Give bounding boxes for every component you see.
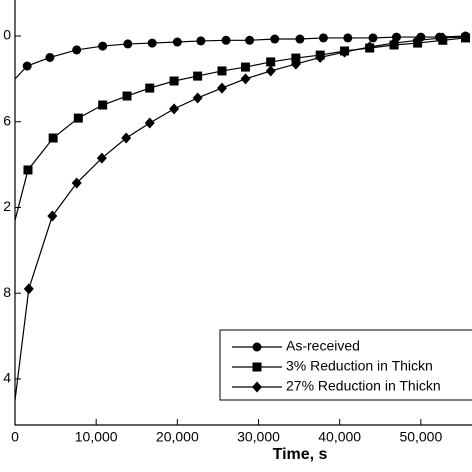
marker [98,41,108,51]
marker [245,35,255,45]
marker [252,362,262,372]
marker [240,73,251,85]
marker [144,117,155,129]
marker [98,100,108,110]
marker [437,32,448,44]
marker [364,41,375,53]
marker [318,33,328,43]
x-tick-label: 20,000 [156,429,199,445]
marker [216,82,227,94]
y-tick-label: 2 [3,198,11,214]
x-tick-label: 0 [11,429,19,445]
marker [71,177,82,189]
marker [172,37,182,47]
series-line [14,37,466,221]
marker [368,33,378,43]
marker [412,34,423,46]
marker [343,33,353,43]
marker [48,133,58,143]
x-axis-label: Time, s [273,446,328,463]
legend-label: 27% Reduction in Thickn [286,378,441,394]
marker [45,52,55,62]
marker [72,45,82,55]
marker [73,113,83,123]
marker [23,283,34,295]
marker [123,39,133,49]
legend-box [219,329,472,401]
marker [241,62,251,72]
marker [47,210,58,222]
y-tick-label: 8 [3,284,11,300]
marker [96,152,107,164]
marker [122,91,132,101]
y-tick-label: 6 [3,112,11,128]
marker [460,31,471,43]
legend-label: 3% Reduction in Thickn [286,358,433,374]
marker [295,34,305,44]
x-tick-label: 30,000 [237,429,280,445]
marker [265,65,276,77]
marker [339,46,350,58]
marker [169,76,179,86]
x-tick-label: 10,000 [75,429,118,445]
marker [147,38,157,48]
marker [252,342,262,352]
marker [252,381,262,393]
marker [291,53,301,63]
marker [221,35,231,45]
legend-label: As-received [286,338,360,354]
x-tick-label: 50,000 [399,429,442,445]
marker [169,103,180,115]
marker [193,71,203,81]
y-tick-label: 0 [3,27,11,43]
marker [23,165,33,175]
marker [22,61,32,71]
marker [121,132,132,144]
marker [389,37,400,49]
marker [196,36,206,46]
marker [145,83,155,93]
marker [192,92,203,104]
marker [270,34,280,44]
y-tick-label: 4 [3,370,11,386]
marker [266,57,276,67]
marker [217,66,227,76]
x-tick-label: 40,000 [318,429,361,445]
marker [290,58,301,70]
marker [315,51,326,63]
